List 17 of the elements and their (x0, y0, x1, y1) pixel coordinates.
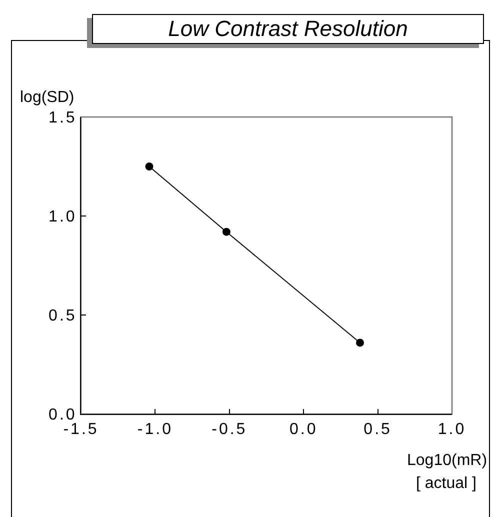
x-axis-title: Log10(mR) (407, 452, 488, 469)
x-tick-label: 1.0 (438, 421, 466, 438)
x-tick-label: 0.0 (289, 421, 318, 438)
x-tick-label: -1.5 (63, 421, 99, 438)
y-tick-label: 0.0 (48, 406, 77, 424)
point (222, 228, 230, 236)
y-tick-label: 1.0 (48, 208, 77, 226)
point (145, 162, 154, 170)
point (356, 338, 364, 347)
x-tick-label: -0.5 (212, 421, 248, 438)
y-tick-label: 1.5 (48, 110, 77, 127)
y-tick-label: 0.5 (48, 308, 77, 325)
y-axis-title: log(SD) (20, 89, 74, 106)
chart-title: Low Contrast Resolution (92, 14, 484, 44)
text: [ actual ] (416, 475, 476, 492)
x-tick-label: 0.5 (364, 421, 392, 438)
x-tick-label: -1.0 (137, 421, 173, 438)
